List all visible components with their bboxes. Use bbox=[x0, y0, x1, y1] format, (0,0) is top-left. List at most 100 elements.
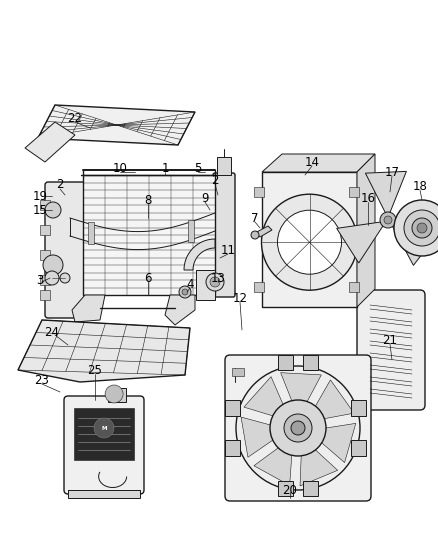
Bar bbox=[40, 225, 50, 235]
Polygon shape bbox=[262, 154, 375, 172]
Bar bbox=[40, 200, 50, 210]
Text: M: M bbox=[101, 425, 107, 431]
Circle shape bbox=[270, 400, 326, 456]
Text: 9: 9 bbox=[201, 191, 209, 205]
FancyBboxPatch shape bbox=[64, 396, 144, 494]
Polygon shape bbox=[357, 154, 375, 307]
Text: 18: 18 bbox=[413, 180, 427, 192]
Bar bbox=[88, 222, 94, 244]
Text: 13: 13 bbox=[211, 271, 226, 285]
Polygon shape bbox=[300, 450, 338, 486]
Bar bbox=[68, 490, 140, 498]
Circle shape bbox=[179, 286, 191, 298]
Polygon shape bbox=[72, 295, 105, 322]
Polygon shape bbox=[337, 222, 383, 263]
Bar bbox=[83, 175, 215, 295]
Text: 20: 20 bbox=[283, 483, 297, 497]
Bar bbox=[303, 355, 318, 370]
Circle shape bbox=[384, 216, 392, 224]
Bar bbox=[40, 250, 50, 260]
Polygon shape bbox=[244, 377, 283, 416]
Bar bbox=[40, 290, 50, 300]
Circle shape bbox=[210, 277, 220, 287]
Circle shape bbox=[251, 231, 259, 239]
Circle shape bbox=[417, 223, 427, 233]
Text: 24: 24 bbox=[45, 326, 60, 338]
Text: 11: 11 bbox=[220, 244, 236, 256]
Text: 16: 16 bbox=[360, 191, 375, 205]
Polygon shape bbox=[281, 373, 321, 401]
Bar bbox=[40, 275, 50, 285]
Circle shape bbox=[412, 218, 432, 238]
Text: 14: 14 bbox=[304, 156, 319, 168]
Bar bbox=[254, 282, 264, 292]
FancyBboxPatch shape bbox=[225, 355, 371, 501]
Circle shape bbox=[404, 210, 438, 246]
Bar bbox=[278, 481, 293, 496]
Text: 22: 22 bbox=[67, 111, 82, 125]
Text: 2: 2 bbox=[56, 179, 64, 191]
Text: 8: 8 bbox=[144, 193, 152, 206]
Bar bbox=[108, 388, 126, 402]
Circle shape bbox=[284, 414, 312, 442]
Text: 4: 4 bbox=[186, 279, 194, 292]
Polygon shape bbox=[392, 223, 438, 265]
Bar bbox=[278, 355, 293, 370]
Text: 7: 7 bbox=[251, 212, 259, 224]
Text: 15: 15 bbox=[32, 204, 47, 216]
Circle shape bbox=[206, 273, 224, 291]
Bar bbox=[349, 187, 359, 197]
Polygon shape bbox=[38, 105, 195, 145]
Polygon shape bbox=[254, 448, 292, 486]
Polygon shape bbox=[18, 320, 190, 382]
Polygon shape bbox=[165, 295, 195, 325]
Circle shape bbox=[60, 273, 70, 283]
Bar bbox=[217, 157, 231, 175]
Bar bbox=[351, 440, 366, 456]
Circle shape bbox=[356, 226, 368, 238]
Polygon shape bbox=[315, 380, 354, 419]
Circle shape bbox=[394, 200, 438, 256]
FancyBboxPatch shape bbox=[357, 290, 425, 410]
Text: 19: 19 bbox=[32, 190, 47, 203]
Polygon shape bbox=[322, 423, 356, 463]
Bar bbox=[225, 440, 240, 456]
Text: 2: 2 bbox=[211, 174, 219, 187]
Bar bbox=[74, 408, 134, 460]
Text: 1: 1 bbox=[161, 161, 169, 174]
Text: 5: 5 bbox=[194, 161, 201, 174]
Text: 21: 21 bbox=[382, 334, 398, 346]
Circle shape bbox=[380, 212, 396, 228]
Bar bbox=[349, 282, 359, 292]
Polygon shape bbox=[25, 122, 75, 162]
Polygon shape bbox=[184, 239, 215, 270]
FancyBboxPatch shape bbox=[213, 173, 235, 297]
Circle shape bbox=[43, 255, 63, 275]
Bar bbox=[188, 220, 194, 241]
Polygon shape bbox=[241, 417, 273, 457]
Circle shape bbox=[291, 421, 305, 435]
Text: 25: 25 bbox=[88, 364, 102, 376]
Text: 23: 23 bbox=[35, 374, 49, 386]
Bar bbox=[262, 172, 357, 307]
Text: 17: 17 bbox=[385, 166, 399, 179]
Bar bbox=[196, 270, 215, 300]
Circle shape bbox=[278, 210, 342, 274]
Bar bbox=[254, 187, 264, 197]
Circle shape bbox=[182, 289, 188, 295]
Text: 10: 10 bbox=[113, 161, 127, 174]
Bar bbox=[225, 400, 240, 416]
Circle shape bbox=[45, 202, 61, 218]
Polygon shape bbox=[255, 226, 272, 237]
Text: 12: 12 bbox=[233, 292, 247, 304]
Text: 6: 6 bbox=[144, 271, 152, 285]
Circle shape bbox=[45, 271, 59, 285]
Circle shape bbox=[261, 194, 357, 290]
Polygon shape bbox=[365, 172, 406, 213]
Circle shape bbox=[94, 418, 114, 438]
Bar bbox=[303, 481, 318, 496]
Bar bbox=[351, 400, 366, 416]
Circle shape bbox=[105, 385, 123, 403]
Text: 3: 3 bbox=[36, 273, 44, 287]
Circle shape bbox=[236, 366, 360, 490]
